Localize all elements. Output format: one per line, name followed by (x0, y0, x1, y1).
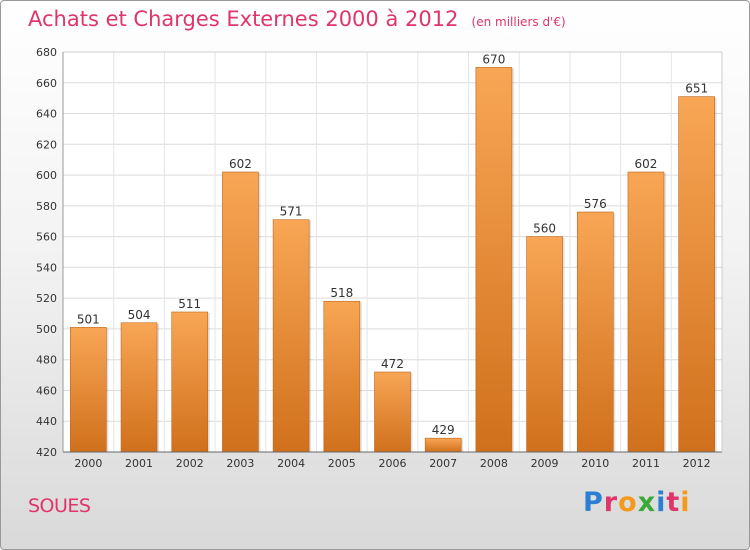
value-label: 511 (178, 297, 201, 311)
place-name: SOUES (28, 495, 91, 517)
bar-2010 (576, 211, 614, 453)
x-tick-label: 2004 (277, 457, 305, 470)
bars (70, 67, 717, 453)
value-label: 571 (280, 205, 303, 219)
bar-2007 (424, 437, 462, 453)
bar-2000 (70, 327, 107, 453)
chart-title: Achats et Charges Externes 2000 à 2012 (28, 7, 459, 31)
logo-letter: r (603, 487, 619, 518)
y-tick-labels: 420 440 460 480 500 520 540 560 580 600 620 640 660 6… (36, 46, 57, 459)
bar-2009 (526, 236, 563, 453)
y-tick-label: 440 (36, 415, 57, 428)
y-tick-label: 460 (36, 384, 57, 397)
x-tick-label: 2001 (125, 457, 153, 470)
value-label: 670 (482, 52, 505, 66)
y-tick-label: 500 (36, 323, 57, 336)
bar-2002 (171, 311, 209, 453)
value-label: 651 (685, 82, 708, 96)
x-tick-label: 2006 (379, 457, 407, 470)
value-label: 501 (77, 312, 100, 326)
value-label: 472 (381, 357, 404, 371)
x-tick-label: 2007 (429, 457, 457, 470)
logo-letter: i (656, 487, 667, 518)
bar-2005 (323, 300, 361, 453)
y-tick-label: 580 (36, 200, 57, 213)
bar-2006 (374, 371, 411, 453)
y-tick-label: 540 (36, 261, 57, 274)
title-line: Achats et Charges Externes 2000 à 2012 (… (28, 7, 566, 31)
value-label: 504 (128, 308, 151, 322)
y-tick-label: 420 (36, 446, 57, 459)
x-tick-label: 2012 (683, 457, 711, 470)
bar-2008 (475, 67, 513, 453)
y-tick-label: 620 (36, 138, 57, 151)
y-tick-label: 660 (36, 77, 57, 90)
logo-letter: o (618, 487, 638, 518)
y-tick-label: 520 (36, 292, 57, 305)
logo-letter: t (666, 487, 681, 518)
value-label: 602 (229, 157, 252, 171)
x-tick-label: 2000 (74, 457, 102, 470)
bar-2001 (120, 322, 158, 453)
x-tick-label: 2010 (581, 457, 609, 470)
y-tick-label: 680 (36, 46, 57, 59)
logo-letter: x (637, 487, 657, 518)
bar-chart: 420 440 460 480 500 520 540 560 580 600 620 640 660 6… (36, 46, 723, 470)
value-label: 576 (584, 197, 607, 211)
logo-letter: i (680, 487, 691, 518)
bar-2011 (627, 171, 665, 453)
logo-letter: P (583, 487, 604, 518)
chart-subtitle: (en milliers d'€) (471, 15, 566, 29)
value-label: 560 (533, 222, 556, 236)
y-tick-label: 640 (36, 108, 57, 121)
proxiti-logo: Proxiti (583, 487, 691, 518)
x-tick-labels: 2000 2001 2002 2003 2004 2005 2006 2007 2008 2009… (74, 457, 710, 470)
y-tick-label: 480 (36, 354, 57, 367)
value-labels: 501 504 511 602 571 518 472 429 670 560 576 602 651 (77, 52, 708, 437)
x-tick-label: 2009 (531, 457, 559, 470)
x-tick-label: 2011 (632, 457, 660, 470)
x-tick-label: 2008 (480, 457, 508, 470)
y-tick-label: 600 (36, 169, 57, 182)
y-tick-label: 560 (36, 231, 57, 244)
value-label: 429 (432, 423, 455, 437)
x-tick-label: 2003 (226, 457, 254, 470)
x-tick-label: 2005 (328, 457, 356, 470)
x-tick-label: 2002 (176, 457, 204, 470)
value-label: 602 (635, 157, 658, 171)
value-label: 518 (330, 286, 353, 300)
bar-2012 (678, 96, 715, 453)
bar-2003 (222, 171, 259, 453)
axes (62, 51, 723, 453)
bar-2004 (272, 219, 310, 453)
